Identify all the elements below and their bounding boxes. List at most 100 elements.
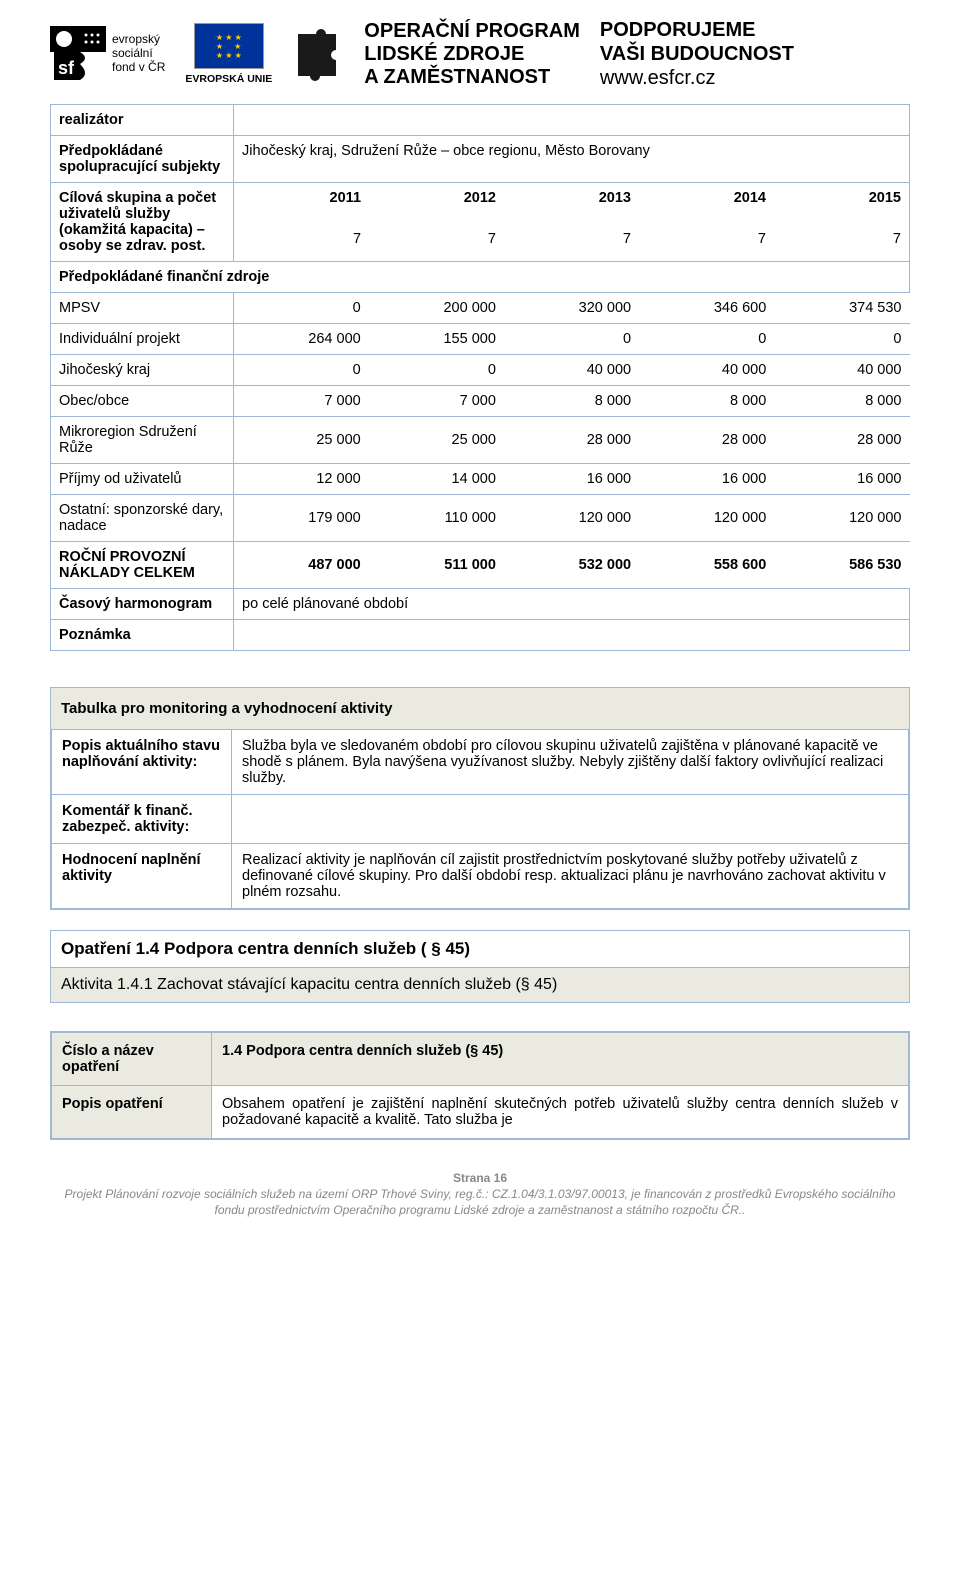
support-line2: VAŠI BUDOUCNOST xyxy=(600,42,794,66)
table-row: Poznámka xyxy=(51,620,910,651)
finance-row-value: 0 xyxy=(369,355,504,386)
year-cell: 2014 xyxy=(639,183,774,213)
finance-row-label: Obec/obce xyxy=(51,386,234,417)
finance-row-value: 7 000 xyxy=(369,386,504,417)
realizator-value xyxy=(234,105,910,136)
table-row: Komentář k finanč. zabezpeč. aktivity: xyxy=(52,795,909,844)
realizator-label: realizátor xyxy=(51,105,234,136)
year-cell: 2015 xyxy=(774,183,909,213)
op-program-text: OPERAČNÍ PROGRAM LIDSKÉ ZDROJE A ZAMĚSTN… xyxy=(364,20,580,89)
table-row: Hodnocení naplnění aktivityRealizací akt… xyxy=(52,844,909,909)
table-row: Příjmy od uživatelů12 00014 00016 00016 … xyxy=(51,464,910,495)
finance-row-value: 0 xyxy=(774,324,909,355)
opatreni-line2: Aktivita 1.4.1 Zachovat stávající kapaci… xyxy=(51,968,909,1002)
years-table: 2011 2012 2013 2014 2015 7 7 7 7 7 xyxy=(234,183,909,254)
finance-row-value: 0 xyxy=(234,355,369,386)
finance-row-label: Mikroregion Sdružení Růže xyxy=(51,417,234,464)
finance-row-value: 120 000 xyxy=(639,495,774,542)
table-row: Mikroregion Sdružení Růže25 00025 00028 … xyxy=(51,417,910,464)
eu-logo: ★ ★ ★★ ★★ ★ ★ EVROPSKÁ UNIE xyxy=(185,23,272,85)
eu-flag-icon: ★ ★ ★★ ★★ ★ ★ xyxy=(194,23,264,69)
poznamka-value xyxy=(234,620,910,651)
monitoring-row-value: Realizací aktivity je naplňován cíl zaji… xyxy=(232,844,909,909)
finance-row-value: 16 000 xyxy=(639,464,774,495)
monitoring-box: Tabulka pro monitoring a vyhodnocení akt… xyxy=(50,687,910,910)
op-line1: OPERAČNÍ PROGRAM xyxy=(364,20,580,43)
cislo-r1-value: 1.4 Podpora centra denních služeb (§ 45) xyxy=(212,1033,909,1086)
year-cell: 2012 xyxy=(369,183,504,213)
finance-row-value: 155 000 xyxy=(369,324,504,355)
monitoring-row-label: Komentář k finanč. zabezpeč. aktivity: xyxy=(52,795,232,844)
finance-row-value: 28 000 xyxy=(504,417,639,464)
finance-row-label: Příjmy od uživatelů xyxy=(51,464,234,495)
finance-header: Předpokládané finanční zdroje xyxy=(51,262,910,293)
table-row: Číslo a název opatření 1.4 Podpora centr… xyxy=(52,1033,909,1086)
header-logos: sf evropský sociální fond v ČR ★ ★ ★★ ★★… xyxy=(50,18,910,90)
finance-row-value: 511 000 xyxy=(369,542,504,589)
opatreni-box: Opatření 1.4 Podpora centra denních služ… xyxy=(50,930,910,1003)
finance-row-value: 8 000 xyxy=(639,386,774,417)
footer-strana: Strana 16 xyxy=(50,1170,910,1186)
finance-row-value: 120 000 xyxy=(774,495,909,542)
puzzle-icon xyxy=(292,26,344,82)
subjekty-label: Předpokládané spolupracující subjekty xyxy=(51,136,234,183)
table-row: Předpokládané spolupracující subjekty Ji… xyxy=(51,136,910,183)
count-cell: 7 xyxy=(639,213,774,254)
svg-text:sf: sf xyxy=(58,58,75,78)
finance-row-value: 40 000 xyxy=(774,355,909,386)
finance-row-value: 7 000 xyxy=(234,386,369,417)
finance-row-value: 200 000 xyxy=(369,293,504,324)
finance-row-value: 374 530 xyxy=(774,293,909,324)
cislo-r1-label: Číslo a název opatření xyxy=(52,1033,212,1086)
table-row: Individuální projekt264 000155 000000 xyxy=(51,324,910,355)
cislo-r2-value: Obsahem opatření je zajištění naplnění s… xyxy=(212,1086,909,1139)
table-row: Cílová skupina a počet uživatelů služby … xyxy=(51,183,910,262)
finance-row-value: 532 000 xyxy=(504,542,639,589)
cislo-table: Číslo a název opatření 1.4 Podpora centr… xyxy=(51,1032,909,1139)
esf-icon: sf xyxy=(50,26,106,82)
finance-row-value: 28 000 xyxy=(639,417,774,464)
finance-row-value: 8 000 xyxy=(774,386,909,417)
main-table-wrap: realizátor Předpokládané spolupracující … xyxy=(50,104,910,651)
table-row: Předpokládané finanční zdroje xyxy=(51,262,910,293)
op-line3: A ZAMĚSTNANOST xyxy=(364,66,580,89)
casovy-value: po celé plánované období xyxy=(234,589,910,620)
table-row: Časový harmonogram po celé plánované obd… xyxy=(51,589,910,620)
finance-row-value: 28 000 xyxy=(774,417,909,464)
table-row: Ostatní: sponzorské dary, nadace179 000 1… xyxy=(51,495,910,542)
years-block: 2011 2012 2013 2014 2015 7 7 7 7 7 xyxy=(234,183,910,262)
count-cell: 7 xyxy=(504,213,639,254)
finance-row-value: 179 000 xyxy=(234,495,369,542)
finance-row-label: Individuální projekt xyxy=(51,324,234,355)
finance-row-value: 0 xyxy=(234,293,369,324)
table-row: ROČNÍ PROVOZNÍ NÁKLADY CELKEM487 000511 … xyxy=(51,542,910,589)
finance-row-value: 558 600 xyxy=(639,542,774,589)
finance-row-value: 586 530 xyxy=(774,542,909,589)
table-row: Jihočeský kraj0040 00040 00040 000 xyxy=(51,355,910,386)
monitoring-row-value xyxy=(232,795,909,844)
poznamka-label: Poznámka xyxy=(51,620,234,651)
year-cell: 2013 xyxy=(504,183,639,213)
monitoring-row-label: Hodnocení naplnění aktivity xyxy=(52,844,232,909)
finance-row-label: ROČNÍ PROVOZNÍ NÁKLADY CELKEM xyxy=(51,542,234,589)
monitoring-table: Popis aktuálního stavu naplňování aktivi… xyxy=(51,730,909,909)
footer-line: Projekt Plánování rozvoje sociálních slu… xyxy=(50,1186,910,1218)
cislo-box: Číslo a název opatření 1.4 Podpora centr… xyxy=(50,1031,910,1140)
monitoring-row-value: Služba byla ve sledovaném období pro cíl… xyxy=(232,730,909,795)
op-line2: LIDSKÉ ZDROJE xyxy=(364,43,580,66)
main-table: realizátor Předpokládané spolupracující … xyxy=(50,104,910,651)
table-row: Popis opatření Obsahem opatření je zajiš… xyxy=(52,1086,909,1139)
finance-row-value: 487 000 xyxy=(234,542,369,589)
count-cell: 7 xyxy=(234,213,369,254)
finance-row-value: 8 000 xyxy=(504,386,639,417)
footer: Strana 16 Projekt Plánování rozvoje soci… xyxy=(50,1170,910,1219)
finance-row-label: MPSV xyxy=(51,293,234,324)
table-row: MPSV0200 000320 000346 600374 530 xyxy=(51,293,910,324)
casovy-label: Časový harmonogram xyxy=(51,589,234,620)
cilova-label: Cílová skupina a počet uživatelů služby … xyxy=(51,183,234,262)
finance-row-label: Ostatní: sponzorské dary, nadace xyxy=(51,495,234,542)
finance-row-value: 14 000 xyxy=(369,464,504,495)
finance-row-value: 16 000 xyxy=(504,464,639,495)
monitoring-header: Tabulka pro monitoring a vyhodnocení akt… xyxy=(51,688,909,730)
opatreni-line1: Opatření 1.4 Podpora centra denních služ… xyxy=(51,931,909,968)
